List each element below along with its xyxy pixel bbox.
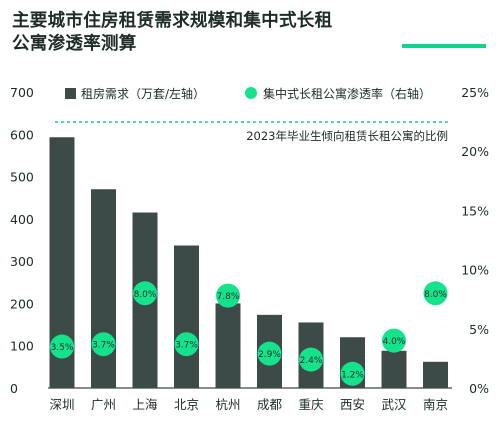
left-axis-tick-label: 300 [10,254,34,269]
penetration-dot [299,347,323,372]
left-axis-tick-label: 700 [10,85,34,100]
bar [215,303,241,388]
penetration-dot [257,341,282,366]
right-axis-tick-label: 15% [461,203,489,218]
right-axis-tick-label: 10% [461,263,489,278]
penetration-dot [423,281,448,306]
bar [381,350,407,388]
reference-line-label: 2023年毕业生倾向租赁长租公寓的比例 [246,129,448,143]
right-axis-tick-label: 20% [461,144,489,159]
legend-dot-label: 集中式长租公寓渗透率（右轴） [263,86,431,101]
left-axis-tick-label: 200 [10,296,34,311]
bar [91,189,116,388]
penetration-dot-label: 3.5% [51,343,74,353]
penetration-dot [50,334,74,359]
penetration-dot [382,328,406,353]
penetration-dot [91,332,116,357]
left-axis-tick-label: 0 [10,381,18,396]
bar [174,245,199,388]
penetration-dot-label: 2.4% [300,356,323,366]
x-axis-tick-label: 北京 [174,397,199,412]
penetration-dot-label: 3.7% [92,341,115,351]
left-axis-tick-label: 400 [10,212,34,227]
bar [423,361,448,388]
penetration-dot-label: 1.2% [341,370,364,380]
penetration-dot-label: 8.0% [134,290,157,300]
penetration-dot-label: 3.7% [175,341,198,351]
penetration-dot-label: 4.0% [383,337,406,347]
penetration-dot [340,361,365,386]
x-axis-tick-label: 杭州 [215,397,240,412]
left-axis-tick-label: 500 [10,170,34,185]
penetration-dot-label: 2.9% [258,350,281,360]
legend-bar-swatch [65,88,76,99]
x-axis-tick-label: 上海 [132,397,158,412]
chart-title-line-2: 公寓渗透率测算 [12,34,137,54]
x-axis-tick-label: 西安 [340,397,365,412]
penetration-dot [174,332,199,357]
x-axis-tick-label: 武汉 [381,397,407,412]
x-axis-tick-label: 成都 [257,397,283,412]
title-accent-rule [402,44,486,48]
x-axis-tick-label: 南京 [423,397,448,412]
x-axis-tick-label: 广州 [91,397,116,412]
legend-bar-label: 租房需求（万套/左轴） [81,86,205,101]
left-axis-tick-label: 100 [10,339,34,354]
right-axis-tick-label: 0% [469,381,489,396]
chart-title-line-1: 主要城市住房租赁需求规模和集中式长租 [12,11,333,31]
x-axis-tick-label: 深圳 [49,397,74,412]
penetration-dot [216,283,240,308]
x-axis-tick-label: 重庆 [298,397,324,412]
penetration-dot [133,281,157,306]
right-axis-tick-label: 25% [461,85,489,100]
left-axis-tick-label: 600 [10,127,34,142]
right-axis-tick-label: 5% [469,322,489,337]
penetration-dot-label: 7.8% [217,292,240,302]
penetration-dot-label: 8.0% [424,290,447,300]
chart-title: 主要城市住房租赁需求规模和集中式长租 公寓渗透率测算 [12,10,332,56]
legend-dot-swatch [245,87,257,99]
